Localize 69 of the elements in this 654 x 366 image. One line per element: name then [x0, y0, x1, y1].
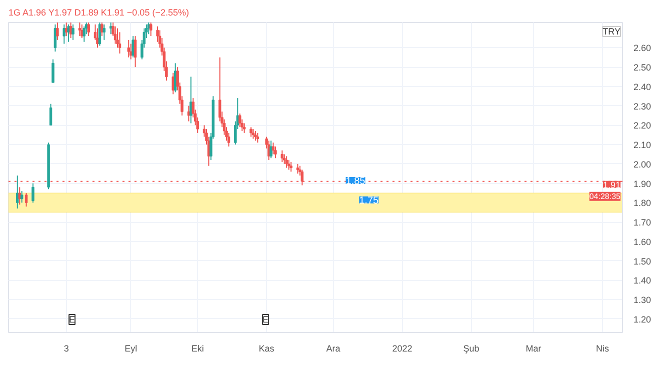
x-tick-label: Şub — [463, 344, 480, 354]
candlestick — [96, 28, 99, 48]
candlestick — [78, 22, 82, 37]
candlestick — [274, 146, 277, 159]
candlestick — [118, 32, 122, 54]
x-tick-label: Eki — [191, 344, 204, 354]
candlestick — [254, 130, 257, 142]
candlestick — [132, 36, 134, 58]
candlestick — [87, 22, 90, 37]
candlestick — [100, 22, 104, 37]
y-tick-label: 1.70 — [634, 218, 652, 228]
candlestick — [56, 22, 59, 40]
candlestick — [290, 162, 292, 172]
candlestick — [62, 24, 66, 44]
candlestick — [238, 113, 242, 128]
candlestick — [270, 140, 272, 159]
y-tick-label: 1.80 — [634, 198, 652, 208]
x-tick-label: Mar — [526, 344, 542, 354]
y-tick-label: 2.20 — [634, 120, 652, 131]
y-tick-label: 2.40 — [634, 82, 652, 92]
x-tick-label: 3 — [64, 344, 69, 354]
candlestick — [102, 24, 106, 40]
candlestick — [252, 128, 255, 140]
candlestick — [32, 182, 34, 204]
annotation: TRY — [602, 26, 621, 36]
candlestick — [134, 36, 137, 68]
x-tick-label: 2022 — [392, 344, 412, 354]
candlestick — [242, 122, 246, 134]
candlestick — [282, 154, 286, 164]
candlestick — [250, 126, 252, 138]
x-tick-label: Ara — [326, 344, 340, 354]
x-tick-label: Nis — [596, 344, 610, 354]
candlestick — [24, 192, 28, 208]
annotation: 04:28:35 — [589, 192, 622, 201]
candlestick — [280, 150, 284, 162]
candlestick — [150, 22, 152, 37]
y-tick-label: 1.50 — [634, 256, 652, 266]
candlestick — [147, 22, 150, 35]
candlestick — [49, 103, 52, 126]
candlestick — [127, 39, 130, 58]
candlestick — [20, 190, 24, 204]
y-tick-label: 2.00 — [634, 159, 652, 170]
candlestick — [285, 156, 288, 168]
chart-subtitle: 1G A1.96 Y1.97 D1.89 K1.91 −0.05 (−2.55%) — [8, 8, 189, 18]
y-tick-label: 2.10 — [634, 140, 652, 150]
candlestick — [256, 132, 260, 144]
candlestick — [52, 58, 54, 84]
candlestick — [82, 26, 86, 42]
annotation: 1.85 — [346, 176, 366, 187]
y-tick-label: 1.20 — [634, 314, 652, 324]
x-tick-label: Eyl — [124, 344, 138, 354]
candlestick — [272, 142, 275, 155]
y-tick-label: 2.50 — [634, 62, 652, 73]
candlestick — [172, 72, 174, 95]
candlestick — [296, 163, 300, 174]
candlestick — [16, 175, 19, 209]
y-tick-label: 1.30 — [634, 295, 652, 306]
candlestick — [114, 26, 117, 44]
y-tick-label: 2.30 — [634, 101, 652, 112]
y-tick-label: 1.60 — [634, 236, 652, 247]
candlestick — [67, 24, 70, 42]
y-tick-label: 1.90 — [634, 178, 652, 189]
candlestick — [287, 160, 290, 170]
ref-line-label: 1.91 — [602, 180, 621, 190]
candlestick — [18, 186, 21, 206]
candlestick — [72, 24, 74, 40]
x-tick-label: Kas — [258, 344, 275, 354]
y-tick-label: 2.60 — [634, 43, 652, 54]
y-tick-label: 1.40 — [634, 276, 652, 286]
